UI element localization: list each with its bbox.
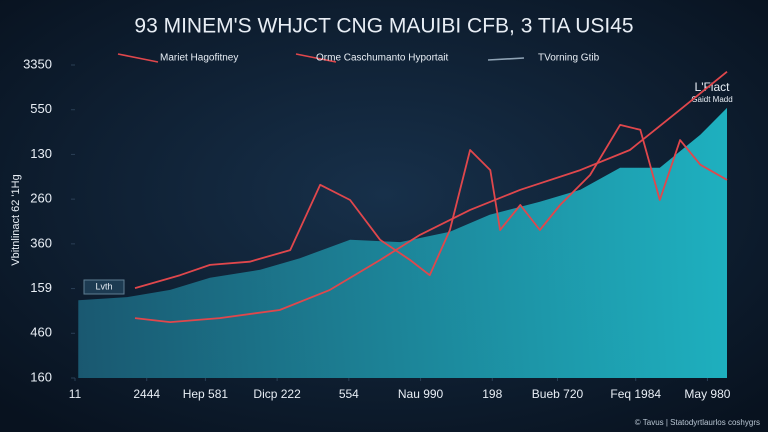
legend-marker (117, 53, 159, 63)
y-tick-label: 3350 (23, 56, 52, 71)
y-tick-label: 360 (30, 235, 52, 250)
x-tick-label: Bueb 720 (532, 387, 584, 401)
y-tick-label: 550 (30, 101, 52, 116)
annotation: Gaidt Madd (691, 95, 732, 104)
y-tick-label: 260 (30, 191, 52, 206)
x-tick-label: May 980 (684, 387, 730, 401)
x-tick-label: 198 (482, 387, 502, 401)
annotation: L'Fiact (695, 80, 731, 94)
footer: © Tavus | Statodyrtlaurlos coshygrs (635, 418, 760, 427)
x-tick-label: 2444 (133, 387, 160, 401)
line (134, 71, 728, 323)
legend-label: TVorning Gtib (538, 53, 600, 64)
x-tick-label: Feq 1984 (610, 387, 661, 401)
y-axis-label: Vbitnlinact 62 '1Hg (10, 174, 22, 265)
y-tick-label: 159 (30, 280, 52, 295)
chart-title: 93 MINEM'S WHJCT CNG MAUIBI CFB, 3 TIA U… (134, 15, 633, 38)
legend-label: Orme Caschumanto Hyportait (316, 53, 448, 64)
x-tick-label: Dicp 222 (253, 387, 301, 401)
legend-marker (295, 53, 337, 63)
x-tick-label: Hep 581 (183, 387, 229, 401)
area (78, 107, 727, 379)
legend-marker (487, 57, 525, 61)
x-tick-label: 11 (69, 387, 82, 401)
y-tick-label: 160 (30, 369, 52, 384)
line (134, 124, 728, 289)
annotation: Lvth (95, 281, 112, 291)
annotation-box (83, 279, 125, 295)
y-tick-label: 130 (30, 146, 52, 161)
legend-label: Mariet Hagofitney (160, 53, 238, 64)
x-tick-label: 554 (339, 387, 359, 401)
x-tick-label: Nau 990 (398, 387, 444, 401)
y-tick-label: 460 (30, 325, 52, 340)
